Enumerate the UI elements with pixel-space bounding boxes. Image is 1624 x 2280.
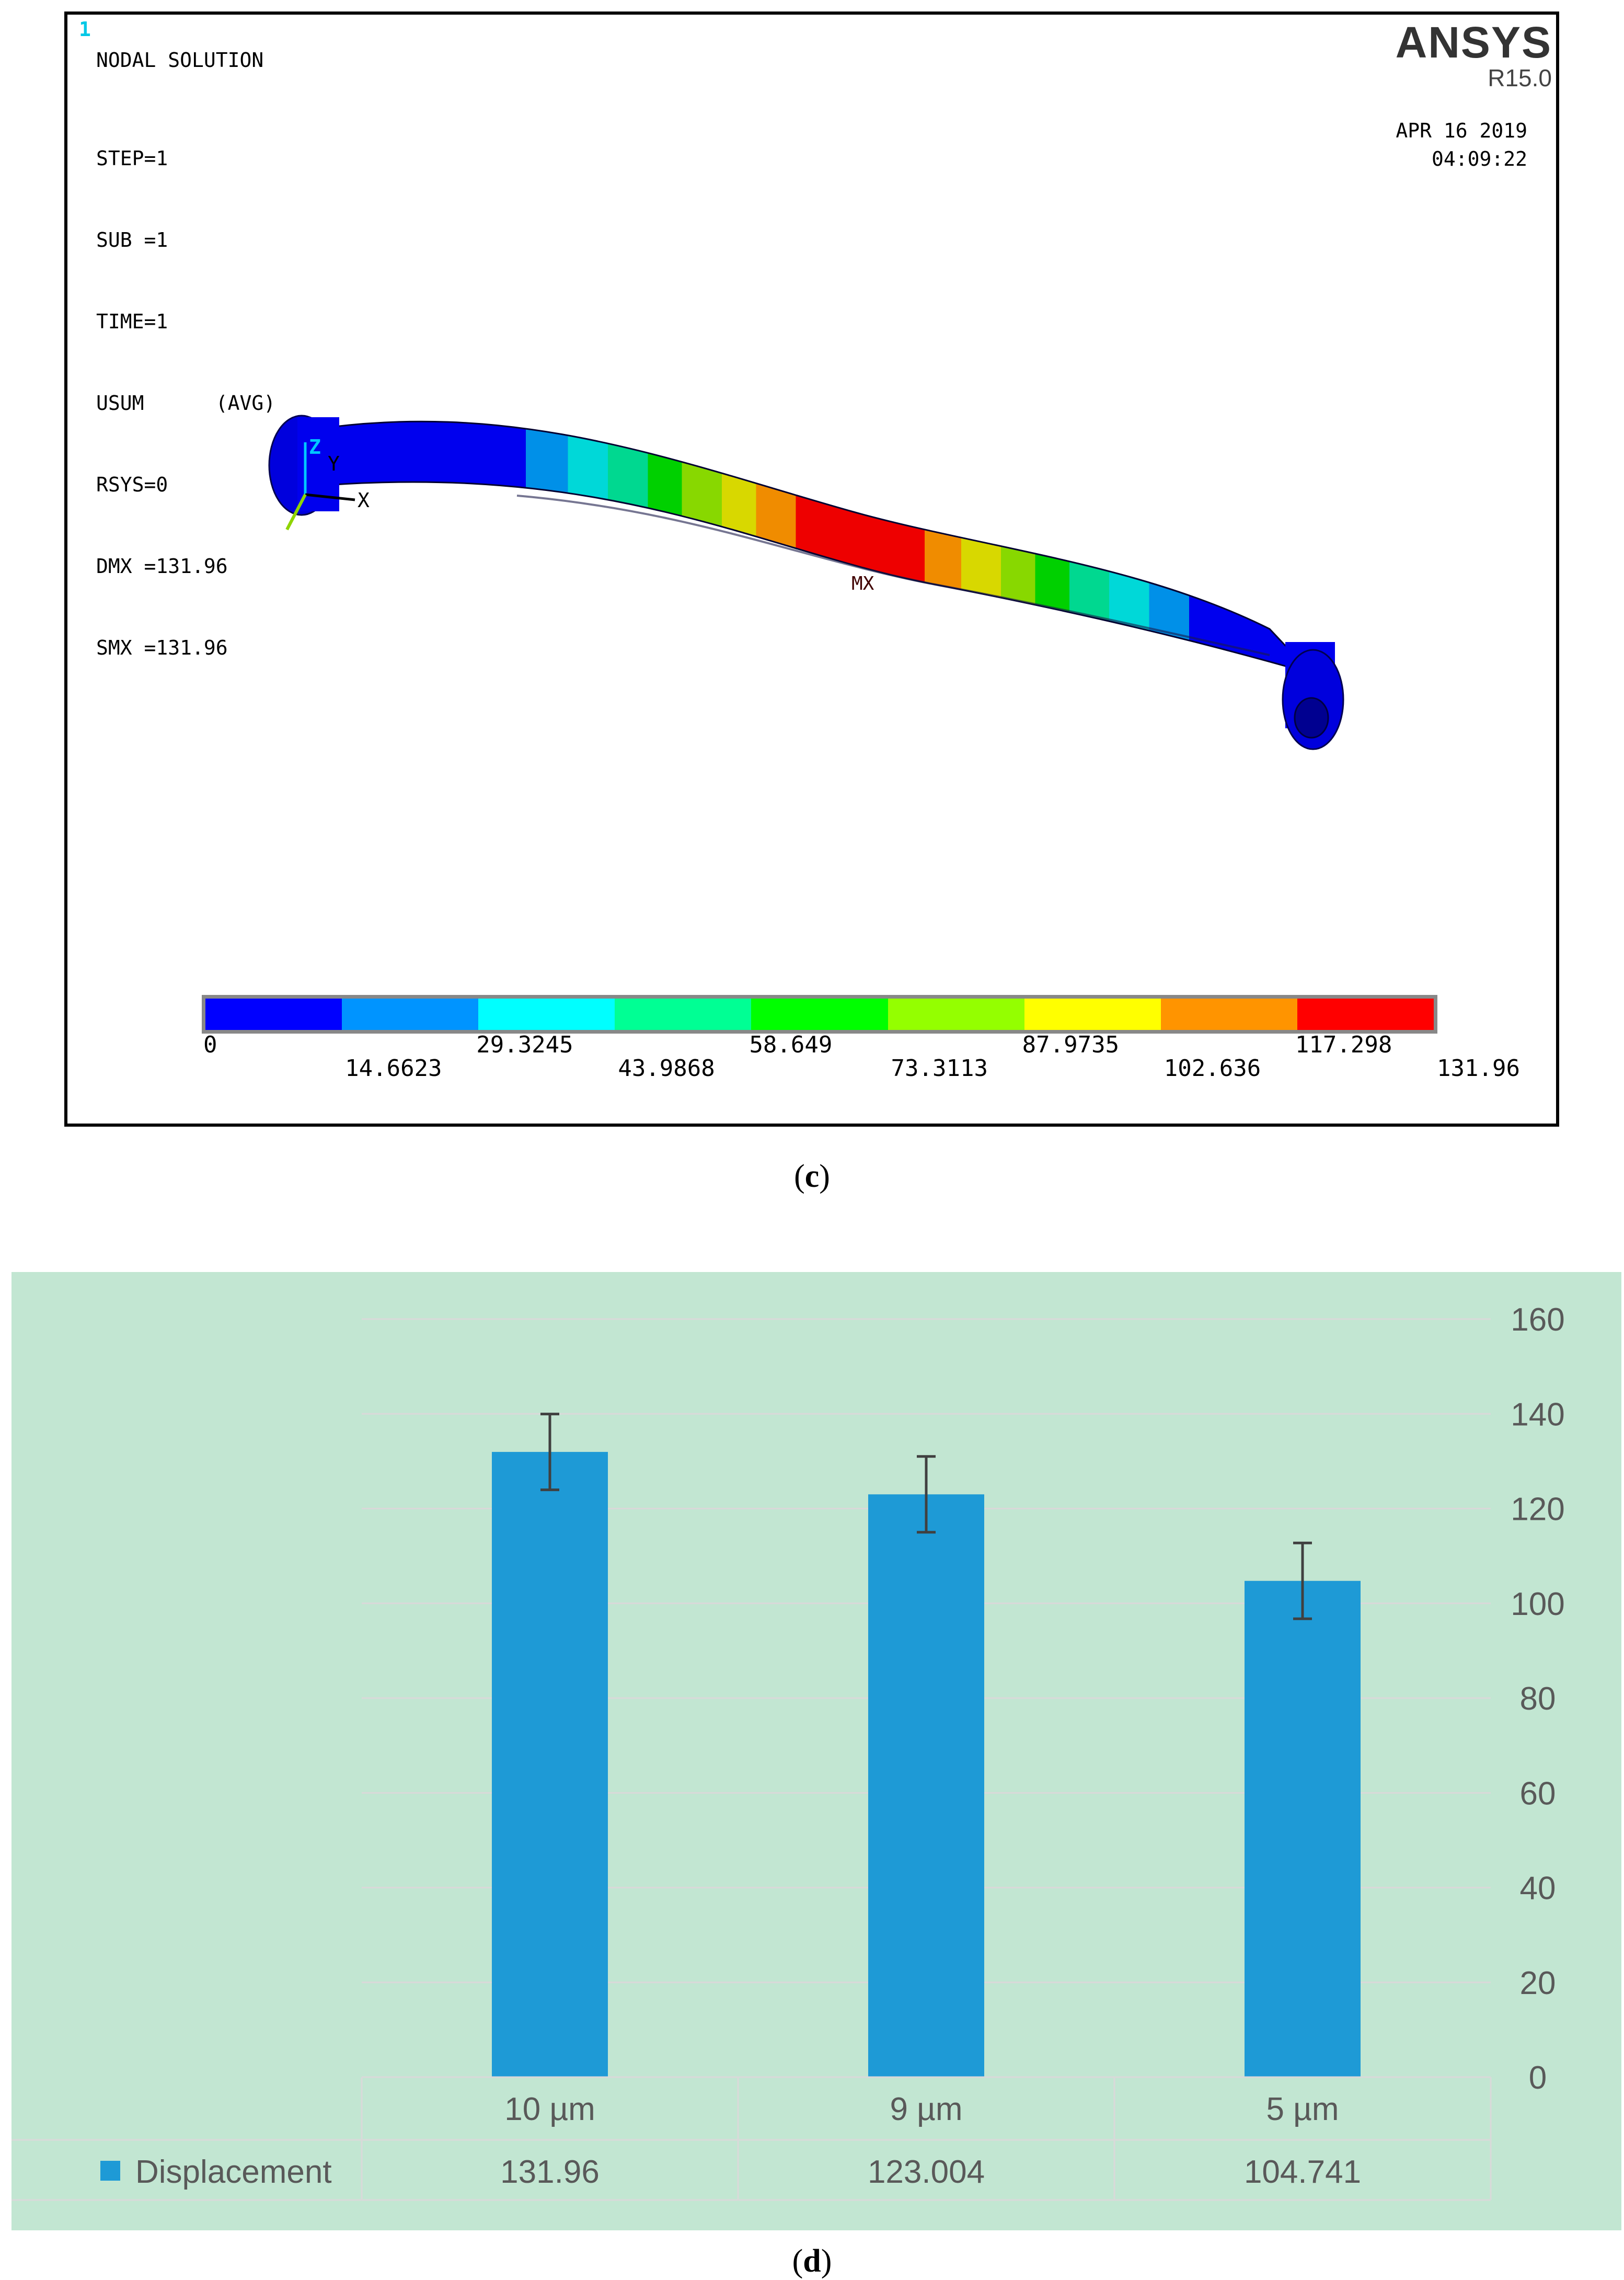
y-tick-label: 20 [1520,1965,1556,2001]
info-line: DMX =131.96 [96,555,228,578]
ansys-plot-panel: Z Y X MX 1 NODAL SOLUTION STEP=1 SUB =1 … [64,12,1559,1127]
legend-color-segment [478,999,615,1030]
triad-y-label: Y [328,452,340,475]
bar-chart-panel: 0 20 40 60 80 100 120 140 160 10 µm 131.96 9 µm 123.… [11,1272,1621,2230]
right-end-hole [1294,697,1329,739]
y-tick-label: 60 [1520,1775,1556,1812]
panel-d-letter: d [803,2243,821,2279]
legend-label: Displacement [135,2154,332,2190]
category-label: 5 µm [1266,2091,1339,2127]
info-line: RSYS=0 [96,473,168,496]
y-tick-label: 160 [1511,1302,1564,1338]
y-tick-label: 80 [1520,1681,1556,1717]
ansys-logo: ANSYS R15.0 [1396,19,1552,90]
y-tick-label: 0 [1529,2060,1547,2096]
legend-color-segment [1024,999,1161,1030]
legend-color-segment [615,999,752,1030]
date-time-block: APR 16 2019 04:09:22 [1396,117,1527,173]
plot-time: 04:09:22 [1431,147,1527,170]
legend-color-segment [888,999,1024,1030]
triad-x-axis [305,493,355,501]
table-value: 104.741 [1244,2154,1361,2190]
y-tick-label: 120 [1511,1492,1564,1528]
panel-d-caption: (d) [792,2243,832,2279]
deformed-beam [325,420,1314,675]
bar-5-µm [1245,1580,1361,2077]
solution-header: NODAL SOLUTION [96,49,264,72]
info-line: USUM (AVG) [96,392,276,415]
panel-c-letter: c [804,1159,820,1194]
legend-swatch [100,2161,120,2181]
panel-number: 1 [79,18,91,41]
y-tick-label: 100 [1511,1586,1564,1622]
info-line: SMX =131.96 [96,636,228,659]
legend-color-segment [751,999,888,1030]
info-line: SUB =1 [96,228,168,251]
triad-y-axis [285,494,307,531]
beam-lower-edge [516,495,1270,656]
table-value: 123.004 [868,2154,985,2190]
category-label: 10 µm [504,2091,595,2127]
bar-10-µm [492,1452,608,2077]
legend-color-segment [205,999,342,1030]
beam-contour-plot: Z Y X MX [268,415,1344,750]
y-tick-label: 140 [1511,1396,1564,1433]
plot-date: APR 16 2019 [1396,119,1527,142]
bar-9-µm [868,1494,984,2077]
legend-color-segment [1160,999,1297,1030]
category-label: 9 µm [890,2091,962,2127]
legend-color-segment [1297,999,1434,1030]
displacement-bar-chart: 0 20 40 60 80 100 120 140 160 10 µm 131.96 9 µm 123.… [11,1302,1565,2201]
max-marker: MX [851,573,874,594]
info-line: STEP=1 [96,147,168,170]
panel-c-caption: (c) [794,1159,830,1194]
contour-legend-bar [202,995,1437,1034]
info-line: TIME=1 [96,310,168,333]
triad-z-label: Z [309,436,321,459]
ansys-brand: ANSYS [1395,18,1552,67]
legend-color-segment [342,999,479,1030]
triad-x-label: X [358,489,370,512]
solution-info: STEP=1 SUB =1 TIME=1 USUM (AVG) RSYS=0 D… [96,90,275,716]
y-tick-label: 40 [1520,1871,1556,1907]
ansys-version: R15.0 [1488,64,1552,91]
table-value: 131.96 [500,2154,600,2190]
